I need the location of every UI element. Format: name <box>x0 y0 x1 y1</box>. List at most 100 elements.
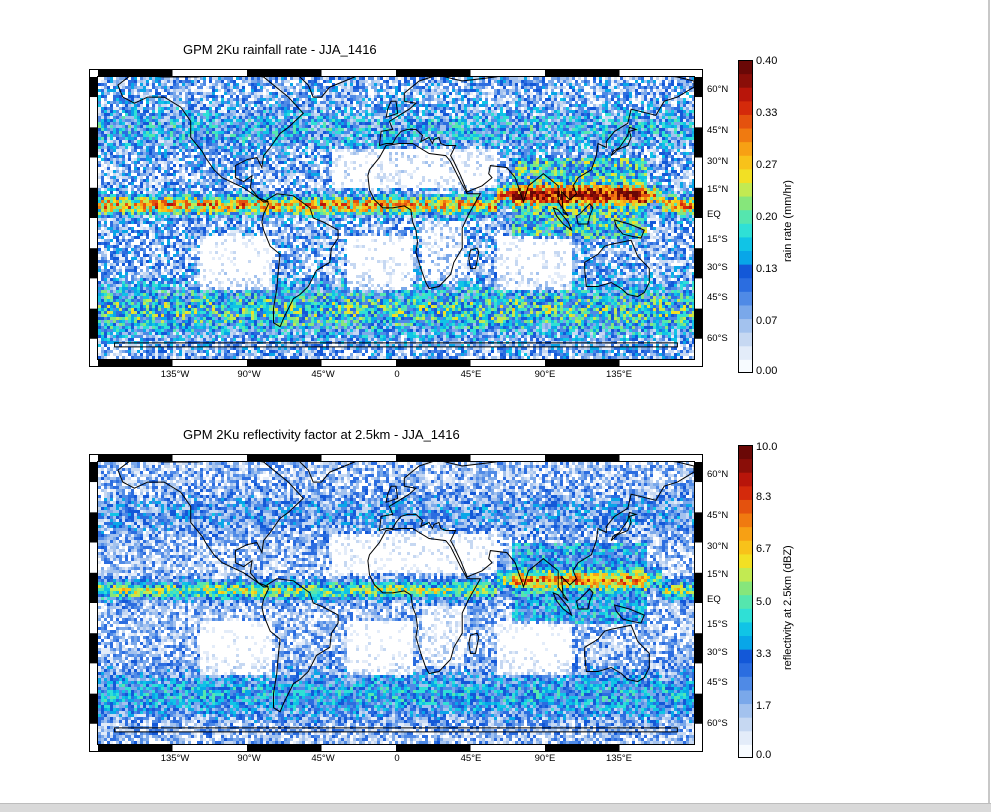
field-cell <box>209 146 212 149</box>
field-cell <box>614 146 617 149</box>
field-cell <box>134 158 137 161</box>
field-cell <box>335 158 338 161</box>
field-cell <box>410 131 413 134</box>
field-cell <box>491 80 494 83</box>
field-cell <box>374 80 377 83</box>
field-cell <box>590 122 593 125</box>
field-cell <box>140 152 143 155</box>
field-cell <box>647 104 650 107</box>
field-cell <box>674 149 677 152</box>
field-cell <box>461 116 464 119</box>
field-cell <box>506 77 509 80</box>
field-cell <box>314 86 317 89</box>
field-cell <box>536 83 539 86</box>
field-cell <box>329 152 332 155</box>
field-cell <box>602 95 605 98</box>
field-cell <box>452 158 455 161</box>
field-cell <box>239 83 242 86</box>
field-cell <box>518 155 521 158</box>
field-cell <box>200 134 203 137</box>
field-cell <box>602 107 605 110</box>
field-cell <box>650 95 653 98</box>
field-cell <box>377 125 380 128</box>
field-cell <box>680 158 683 161</box>
field-cell <box>497 143 500 146</box>
field-cell <box>539 134 542 137</box>
field-cell <box>572 104 575 107</box>
field-cell <box>194 128 197 131</box>
field-cell <box>431 110 434 113</box>
field-cell <box>323 158 326 161</box>
field-cell <box>269 149 272 152</box>
field-cell <box>305 146 308 149</box>
field-cell <box>260 140 263 143</box>
field-cell <box>671 149 674 152</box>
field-cell <box>173 140 176 143</box>
field-cell <box>518 158 521 161</box>
field-cell <box>512 110 515 113</box>
field-cell <box>440 137 443 140</box>
field-cell <box>251 110 254 113</box>
field-cell <box>239 134 242 137</box>
field-cell <box>434 122 437 125</box>
field-cell <box>173 152 176 155</box>
field-cell <box>167 155 170 158</box>
field-cell <box>476 110 479 113</box>
field-cell <box>512 125 515 128</box>
field-cell <box>461 143 464 146</box>
field-cell <box>602 155 605 158</box>
field-cell <box>344 134 347 137</box>
field-cell <box>170 131 173 134</box>
field-cell <box>98 146 101 149</box>
field-cell <box>560 107 563 110</box>
field-cell <box>326 86 329 89</box>
field-cell <box>506 113 509 116</box>
field-cell <box>308 128 311 131</box>
field-cell <box>257 131 260 134</box>
field-cell <box>284 122 287 125</box>
field-cell <box>632 107 635 110</box>
field-cell <box>647 101 650 104</box>
field-cell <box>185 104 188 107</box>
field-cell <box>449 143 452 146</box>
field-cell <box>323 140 326 143</box>
field-cell <box>650 86 653 89</box>
field-cell <box>569 125 572 128</box>
field-cell <box>389 131 392 134</box>
field-cell <box>269 83 272 86</box>
field-cell <box>428 92 431 95</box>
field-cell <box>302 89 305 92</box>
field-cell <box>593 95 596 98</box>
field-cell <box>284 146 287 149</box>
field-cell <box>548 113 551 116</box>
field-cell <box>278 134 281 137</box>
field-cell <box>239 107 242 110</box>
field-cell <box>479 83 482 86</box>
field-cell <box>488 116 491 119</box>
field-cell <box>647 137 650 140</box>
field-cell <box>410 143 413 146</box>
field-cell <box>629 146 632 149</box>
field-cell <box>449 116 452 119</box>
field-cell <box>455 149 458 152</box>
field-cell <box>557 95 560 98</box>
field-cell <box>284 80 287 83</box>
field-cell <box>464 77 467 80</box>
field-cell <box>488 134 491 137</box>
field-cell <box>275 98 278 101</box>
field-cell <box>164 86 167 89</box>
field-cell <box>476 149 479 152</box>
field-cell <box>614 119 617 122</box>
field-cell <box>644 113 647 116</box>
field-cell <box>125 149 128 152</box>
field-cell <box>329 125 332 128</box>
field-cell <box>350 137 353 140</box>
field-cell <box>419 119 422 122</box>
field-cell <box>329 95 332 98</box>
field-cell <box>587 143 590 146</box>
field-cell <box>572 137 575 140</box>
field-cell <box>545 137 548 140</box>
field-cell <box>440 125 443 128</box>
field-cell <box>146 116 149 119</box>
field-cell <box>218 122 221 125</box>
